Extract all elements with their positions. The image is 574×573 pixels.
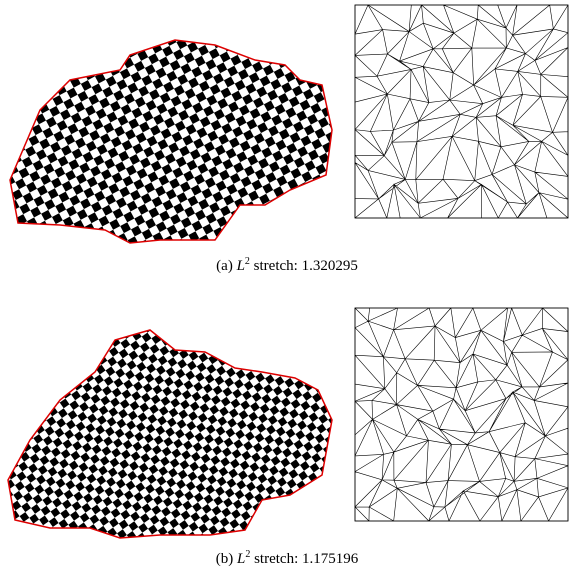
triangulation bbox=[355, 5, 568, 218]
caption-label: (a) bbox=[216, 258, 233, 274]
domain-square bbox=[355, 5, 568, 218]
checker-surface bbox=[10, 40, 332, 243]
figure-art bbox=[0, 0, 574, 573]
caption-text: stretch: 1.320295 bbox=[254, 258, 358, 274]
caption-label: (b) bbox=[216, 551, 234, 567]
caption-b: (b) L2 stretch: 1.175196 bbox=[0, 549, 574, 568]
caption-text: stretch: 1.175196 bbox=[254, 551, 358, 567]
caption-superscript: 2 bbox=[245, 549, 250, 560]
caption-a: (a) L2 stretch: 1.320295 bbox=[0, 256, 574, 275]
triangulation bbox=[355, 308, 568, 521]
page: (a) L2 stretch: 1.320295 (b) L2 stretch:… bbox=[0, 0, 574, 573]
caption-superscript: 2 bbox=[245, 256, 250, 267]
checker-surface bbox=[8, 330, 332, 538]
domain-square bbox=[355, 308, 568, 521]
caption-symbol: L bbox=[237, 258, 245, 274]
